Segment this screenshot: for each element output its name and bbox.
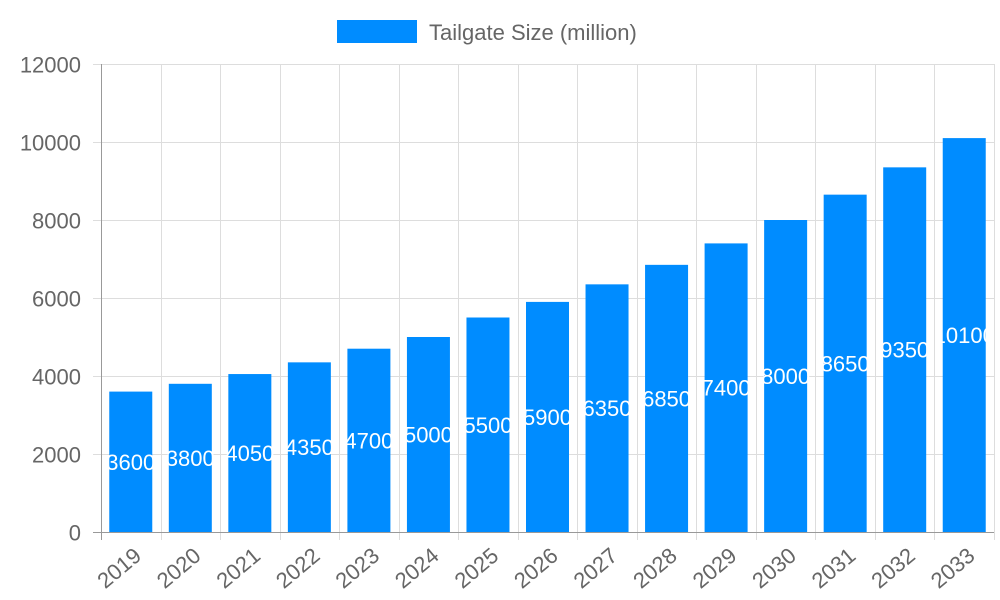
bar — [466, 317, 510, 532]
bar — [645, 264, 689, 532]
x-tick-label: 2027 — [569, 543, 623, 594]
x-tick-label: 2028 — [628, 543, 682, 594]
bar — [764, 220, 808, 532]
data-label: 3800 — [166, 446, 215, 471]
legend-label: Tailgate Size (million) — [429, 20, 637, 45]
bar — [883, 167, 927, 532]
x-tick-label: 2022 — [271, 543, 325, 594]
y-tick-label: 10000 — [20, 131, 81, 156]
bar — [823, 194, 867, 532]
y-tick-label: 4000 — [32, 365, 81, 390]
x-tick-label: 2029 — [688, 543, 742, 594]
data-label: 5000 — [404, 423, 453, 448]
x-tick-label: 2019 — [92, 543, 146, 594]
data-label: 10100 — [934, 323, 995, 348]
y-tick-label: 0 — [69, 521, 81, 546]
x-tick-label: 2023 — [331, 543, 385, 594]
bar — [228, 374, 272, 532]
data-label: 8650 — [821, 351, 870, 376]
y-tick-label: 12000 — [20, 53, 81, 78]
grid — [93, 64, 995, 540]
x-tick-label: 2031 — [807, 543, 861, 594]
bar — [704, 243, 748, 532]
y-tick-label: 8000 — [32, 209, 81, 234]
bar — [526, 301, 569, 532]
data-label: 5900 — [523, 405, 572, 430]
y-tick-label: 6000 — [32, 287, 81, 312]
x-tick-label: 2020 — [152, 543, 206, 594]
data-label: 6350 — [583, 396, 632, 421]
data-labels: 3600 3800 4050 4350 4700 5000 5500 5900 6350 6850… — [106, 323, 995, 475]
bar — [287, 362, 331, 532]
legend[interactable]: Tailgate Size (million) — [337, 20, 637, 45]
bars — [109, 138, 986, 532]
data-label: 5500 — [463, 413, 512, 438]
data-label: 7400 — [702, 376, 751, 401]
bar — [406, 337, 450, 532]
data-label: 8000 — [761, 364, 810, 389]
data-label: 9350 — [880, 338, 929, 363]
data-label: 4700 — [344, 428, 393, 453]
data-label: 4350 — [285, 435, 334, 460]
bar — [585, 284, 629, 532]
data-label: 6850 — [642, 386, 691, 411]
x-tick-label: 2026 — [509, 543, 563, 594]
legend-swatch — [337, 20, 417, 43]
x-tick-label: 2033 — [926, 543, 980, 594]
bar — [347, 348, 391, 532]
data-label: 4050 — [225, 441, 274, 466]
bar — [109, 391, 153, 532]
x-tick-label: 2025 — [450, 543, 504, 594]
bar — [942, 138, 986, 532]
data-label: 3600 — [106, 450, 155, 475]
x-tick-label: 2024 — [390, 543, 444, 594]
x-tick-label: 2032 — [866, 543, 920, 594]
x-tick-label: 2030 — [747, 543, 801, 594]
x-tick-label: 2021 — [211, 543, 265, 594]
y-tick-label: 2000 — [32, 443, 81, 468]
bar — [168, 383, 212, 532]
